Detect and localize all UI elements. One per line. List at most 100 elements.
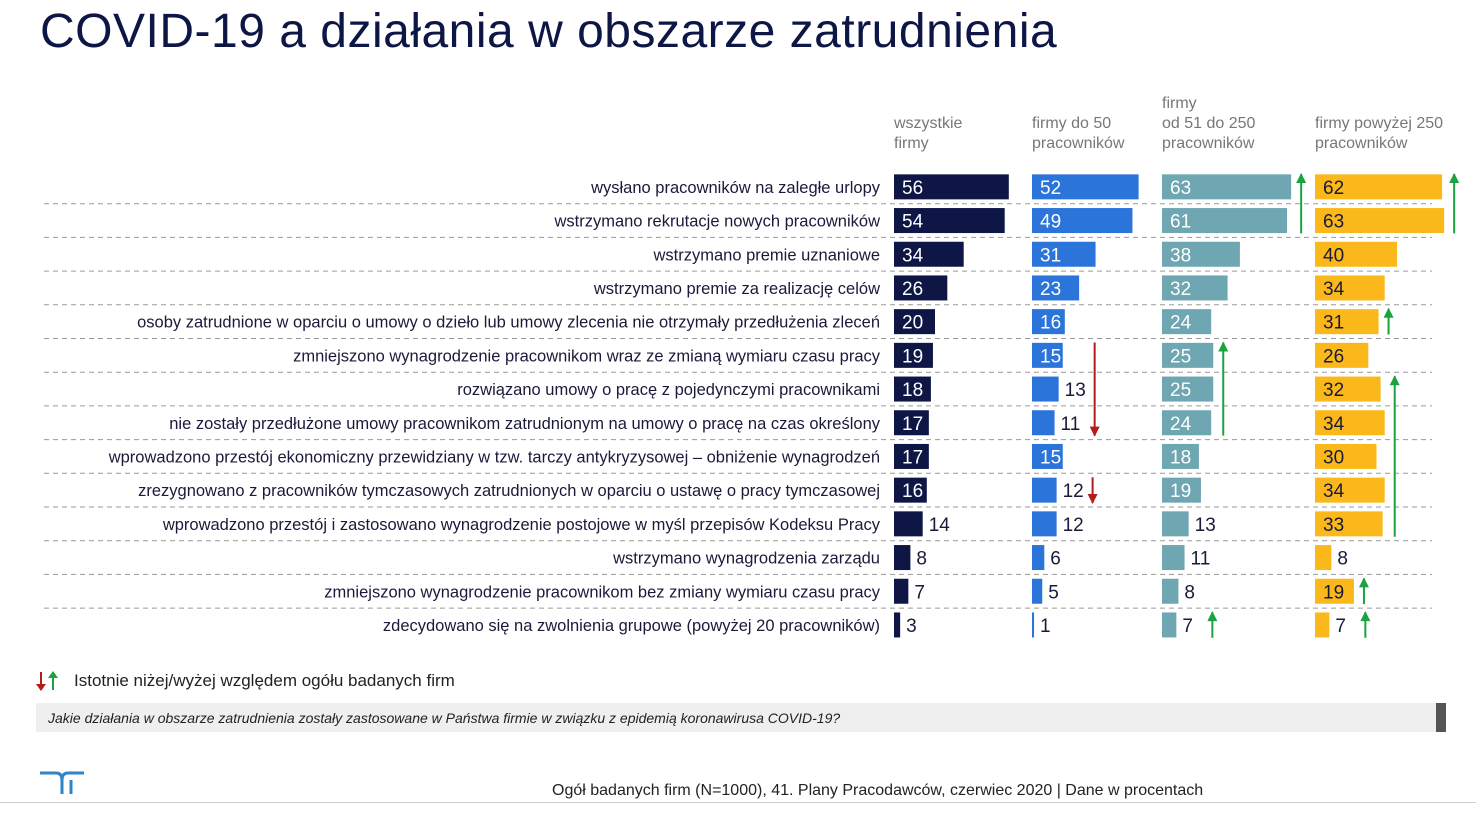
bar xyxy=(1315,410,1385,436)
series-header: firmy powyżej 250 pracowników xyxy=(1315,115,1443,152)
data-label: 38 xyxy=(1170,245,1191,266)
significance-arrows-icon xyxy=(36,671,58,691)
data-label: 34 xyxy=(902,245,924,266)
data-label: 24 xyxy=(1170,313,1192,334)
bar xyxy=(894,511,923,537)
legend: Istotnie niżej/wyżej względem ogółu bada… xyxy=(34,668,455,694)
bar xyxy=(894,342,933,368)
data-label: 11 xyxy=(1061,414,1081,435)
category-label: wprowadzono przestój i zastosowano wynag… xyxy=(162,516,881,534)
bar-chart: wszystkie firmy firmy do 50 pracowników firm… xyxy=(44,95,1460,638)
bar xyxy=(1315,376,1381,402)
data-label: 54 xyxy=(902,212,924,233)
category-label: osoby zatrudnione w oparciu o umowy o dz… xyxy=(137,314,880,332)
category-label: wstrzymano premie uznaniowe xyxy=(652,246,880,264)
category-label: wstrzymano premie za realizację celów xyxy=(593,280,880,298)
bar xyxy=(1315,477,1385,503)
bar xyxy=(1032,612,1035,638)
data-label: 31 xyxy=(1323,313,1344,334)
data-label: 23 xyxy=(1040,279,1061,300)
bar xyxy=(1032,208,1133,234)
bar xyxy=(1032,342,1063,368)
bar xyxy=(894,443,929,469)
data-label: 31 xyxy=(1040,245,1061,266)
data-label: 24 xyxy=(1170,414,1192,435)
arrow-head-up xyxy=(1296,173,1307,183)
bar xyxy=(894,275,948,301)
page-title: COVID-19 a działania w obszarze zatrudni… xyxy=(40,5,1058,58)
bar xyxy=(1315,612,1330,638)
arrow-head-down xyxy=(1087,494,1098,504)
bar xyxy=(1162,511,1189,537)
bar xyxy=(894,376,931,402)
bar xyxy=(1162,578,1179,604)
data-label: 19 xyxy=(1323,582,1344,603)
bar xyxy=(894,410,929,436)
data-label: 52 xyxy=(1040,178,1061,199)
arrow-head-down xyxy=(1089,426,1100,437)
category-label: wstrzymano rekrutacje nowych pracowników xyxy=(553,213,880,231)
category-label: rozwiązano umowy o pracę z pojedynczymi … xyxy=(457,381,880,399)
data-label: 16 xyxy=(1040,313,1061,334)
data-label: 40 xyxy=(1323,245,1344,266)
data-label: 17 xyxy=(902,414,923,435)
arrow-head-up xyxy=(1358,577,1369,588)
bar xyxy=(894,208,1005,234)
bar xyxy=(1315,275,1385,301)
data-label: 25 xyxy=(1170,346,1191,367)
data-label: 30 xyxy=(1323,447,1344,468)
data-label: 17 xyxy=(902,447,923,468)
data-label: 56 xyxy=(902,178,923,199)
bar xyxy=(1032,174,1139,200)
bar xyxy=(894,578,909,604)
bar xyxy=(894,174,1009,200)
bar xyxy=(1032,443,1063,469)
bar xyxy=(1162,410,1212,436)
arrow-head-up xyxy=(1218,341,1229,352)
bar xyxy=(1162,612,1177,638)
bar xyxy=(1315,545,1332,571)
bar xyxy=(1032,410,1055,436)
bar xyxy=(1162,309,1212,335)
data-label: 18 xyxy=(902,380,923,401)
source-note: Ogół badanych firm (N=1000), 41. Plany P… xyxy=(552,782,1204,799)
bar xyxy=(1315,578,1354,604)
data-label: 19 xyxy=(902,346,923,367)
data-label: 13 xyxy=(1065,380,1086,401)
bar xyxy=(1032,376,1059,402)
bar xyxy=(1032,511,1057,537)
bar xyxy=(1032,309,1065,335)
category-label: zdecydowano się na zwolnienia grupowe (p… xyxy=(383,617,880,635)
data-label: 61 xyxy=(1170,212,1191,233)
data-label: 25 xyxy=(1170,380,1191,401)
bar xyxy=(894,241,964,267)
bar xyxy=(894,477,927,503)
bar xyxy=(1162,174,1292,200)
data-label: 8 xyxy=(1184,582,1195,603)
data-label: 7 xyxy=(1335,616,1346,637)
data-label: 8 xyxy=(1337,549,1348,570)
data-label: 12 xyxy=(1063,481,1084,502)
bar xyxy=(1315,342,1369,368)
data-label: 8 xyxy=(916,549,927,570)
bar xyxy=(1162,241,1240,267)
data-label: 26 xyxy=(1323,346,1344,367)
arrow-head-up xyxy=(1207,611,1218,622)
data-label: 63 xyxy=(1170,178,1191,199)
bar xyxy=(1315,443,1377,469)
bar xyxy=(1162,443,1199,469)
survey-question: Jakie działania w obszarze zatrudnienia … xyxy=(36,703,1446,732)
data-label: 12 xyxy=(1063,515,1084,536)
data-label: 5 xyxy=(1048,582,1059,603)
data-label: 7 xyxy=(914,582,925,603)
data-label: 15 xyxy=(1040,346,1061,367)
legend-text: Istotnie niżej/wyżej względem ogółu bada… xyxy=(74,671,455,690)
bar xyxy=(1162,208,1288,234)
data-label: 34 xyxy=(1323,414,1345,435)
bar xyxy=(1315,511,1383,537)
bar xyxy=(1162,376,1214,402)
bar xyxy=(894,612,901,638)
bar xyxy=(1032,275,1080,301)
category-label: zmniejszono wynagrodzenie pracownikom wr… xyxy=(293,347,881,365)
category-label: wstrzymano wynagrodzenia zarządu xyxy=(612,550,880,568)
